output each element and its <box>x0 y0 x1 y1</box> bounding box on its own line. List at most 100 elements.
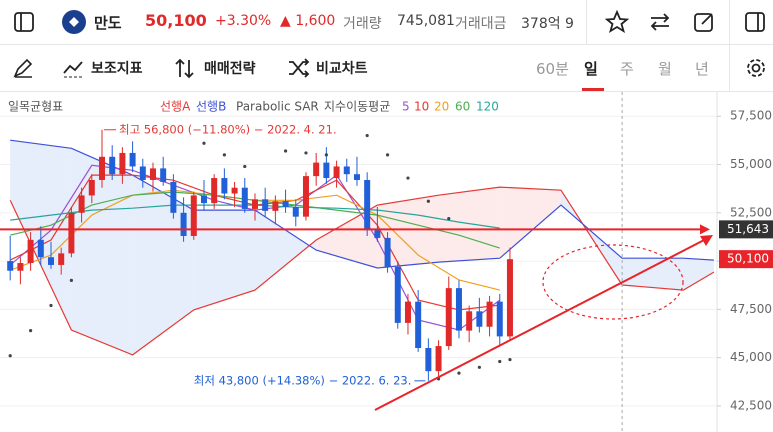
candle-body <box>58 253 65 265</box>
chart: 최고 56,800 (−11.80%) − 2022. 4. 21. 최저 43,… <box>0 92 773 432</box>
candle-body <box>486 301 493 327</box>
candle-body <box>353 174 360 180</box>
candle-body <box>374 230 381 238</box>
period[interactable]: 월 <box>658 60 672 78</box>
toolbar-item[interactable]: 보조지표 <box>91 61 143 77</box>
candle-body <box>190 195 197 236</box>
candle-body <box>262 199 269 211</box>
cloud <box>499 187 561 259</box>
legend: 일목균형표 선행A 선행B Parabolic SAR 지수이동평균 5 10 … <box>8 99 499 114</box>
candle-body <box>37 239 44 258</box>
candle-body <box>282 201 289 208</box>
last-price-tag: 50,100 <box>727 252 769 266</box>
cloud <box>316 205 378 269</box>
sar-dot <box>202 141 206 145</box>
sar-dot <box>304 151 308 155</box>
amount-box: 거래대금 378억 9 <box>455 0 580 44</box>
candle-body <box>476 311 483 327</box>
divider <box>729 45 730 91</box>
candle-body <box>231 187 238 194</box>
legend-item: 60 <box>455 100 470 114</box>
stock-name: 만도 <box>94 14 122 32</box>
candle-body <box>221 178 228 194</box>
plot: 최고 56,800 (−11.80%) − 2022. 4. 21. 최저 43,… <box>0 92 717 432</box>
sar-dot <box>498 359 502 364</box>
sar-dot <box>426 199 430 203</box>
period[interactable]: 60분 <box>536 60 569 78</box>
sar-dot <box>283 149 288 153</box>
candle-body <box>98 156 105 180</box>
sar-dot <box>49 303 53 308</box>
divider <box>586 0 587 44</box>
sar-dot <box>28 329 33 333</box>
change-pct: +3.30% <box>215 13 272 29</box>
candle-body <box>211 178 218 204</box>
edit-icon[interactable] <box>692 10 716 34</box>
sar-dot <box>385 153 390 157</box>
header: 만도 50,100 +3.30% ▲ 1,600 거래량 745,081 거래대… <box>0 0 773 45</box>
toolbar-item[interactable]: 매매전략 <box>204 61 256 77</box>
candle-body <box>109 156 116 175</box>
strategy-icon[interactable] <box>174 57 198 79</box>
candle-body <box>27 239 34 264</box>
legend-item: 10 <box>414 100 429 114</box>
candle-body <box>425 347 432 372</box>
candle-body <box>272 201 279 211</box>
sar-dot <box>406 176 410 180</box>
candle-body <box>68 212 75 254</box>
change: ▲ 1,600 <box>280 13 336 29</box>
candle-body <box>241 187 248 209</box>
sar-dot <box>243 164 247 169</box>
compare-icon[interactable] <box>287 57 311 79</box>
switch-icon[interactable] <box>648 10 672 34</box>
amount-label: 거래대금 <box>455 16 507 32</box>
price: 50,100 <box>145 11 207 30</box>
legend-item: 선행A <box>160 99 191 114</box>
favorite-icon[interactable] <box>605 10 629 34</box>
candle-body <box>200 195 207 204</box>
draw-icon[interactable] <box>12 57 34 79</box>
cloud <box>254 210 317 291</box>
candle-body <box>384 237 391 267</box>
stock-logo <box>62 10 86 34</box>
candle-body <box>47 257 54 265</box>
candle-body <box>394 266 401 323</box>
ref-price-tag-bg <box>719 220 773 239</box>
cloud <box>683 258 714 291</box>
candle-body <box>496 301 503 337</box>
panel-icon[interactable] <box>13 11 35 33</box>
cloud <box>377 195 439 269</box>
candle-body <box>129 152 136 167</box>
toolbar-item[interactable]: 비교차트 <box>316 61 368 77</box>
candle-body <box>404 301 411 323</box>
amount: 378억 9 <box>521 16 574 32</box>
sar-dot <box>508 357 512 362</box>
period[interactable]: 년 <box>695 60 709 78</box>
y-tick-label: 42,500 <box>730 398 772 412</box>
period-selected[interactable]: 일 <box>584 60 598 78</box>
candle-body <box>251 199 258 209</box>
legend-item: 120 <box>476 100 499 114</box>
highlight-ellipse <box>542 244 684 320</box>
candle-body <box>160 168 167 182</box>
y-tick-label: 52,500 <box>730 205 772 219</box>
candle-body <box>302 176 309 217</box>
cloud <box>71 148 133 355</box>
legend-item: 20 <box>434 100 449 114</box>
candle-body <box>343 166 350 175</box>
legend-item: 선행B <box>196 99 226 114</box>
candle-body <box>7 261 14 271</box>
period[interactable]: 주 <box>620 60 634 78</box>
panel-icon[interactable] <box>744 11 766 33</box>
y-tick-label: 55,000 <box>730 157 772 171</box>
candle-body <box>466 311 473 331</box>
volume: 745,081 <box>397 13 455 29</box>
sar-dot <box>69 278 73 282</box>
settings-icon[interactable] <box>745 57 767 79</box>
sar-dot <box>365 133 369 138</box>
indicator-icon[interactable] <box>62 57 86 79</box>
sar-dot <box>477 365 481 369</box>
sar-dot <box>8 354 12 358</box>
candle-body <box>506 259 513 337</box>
